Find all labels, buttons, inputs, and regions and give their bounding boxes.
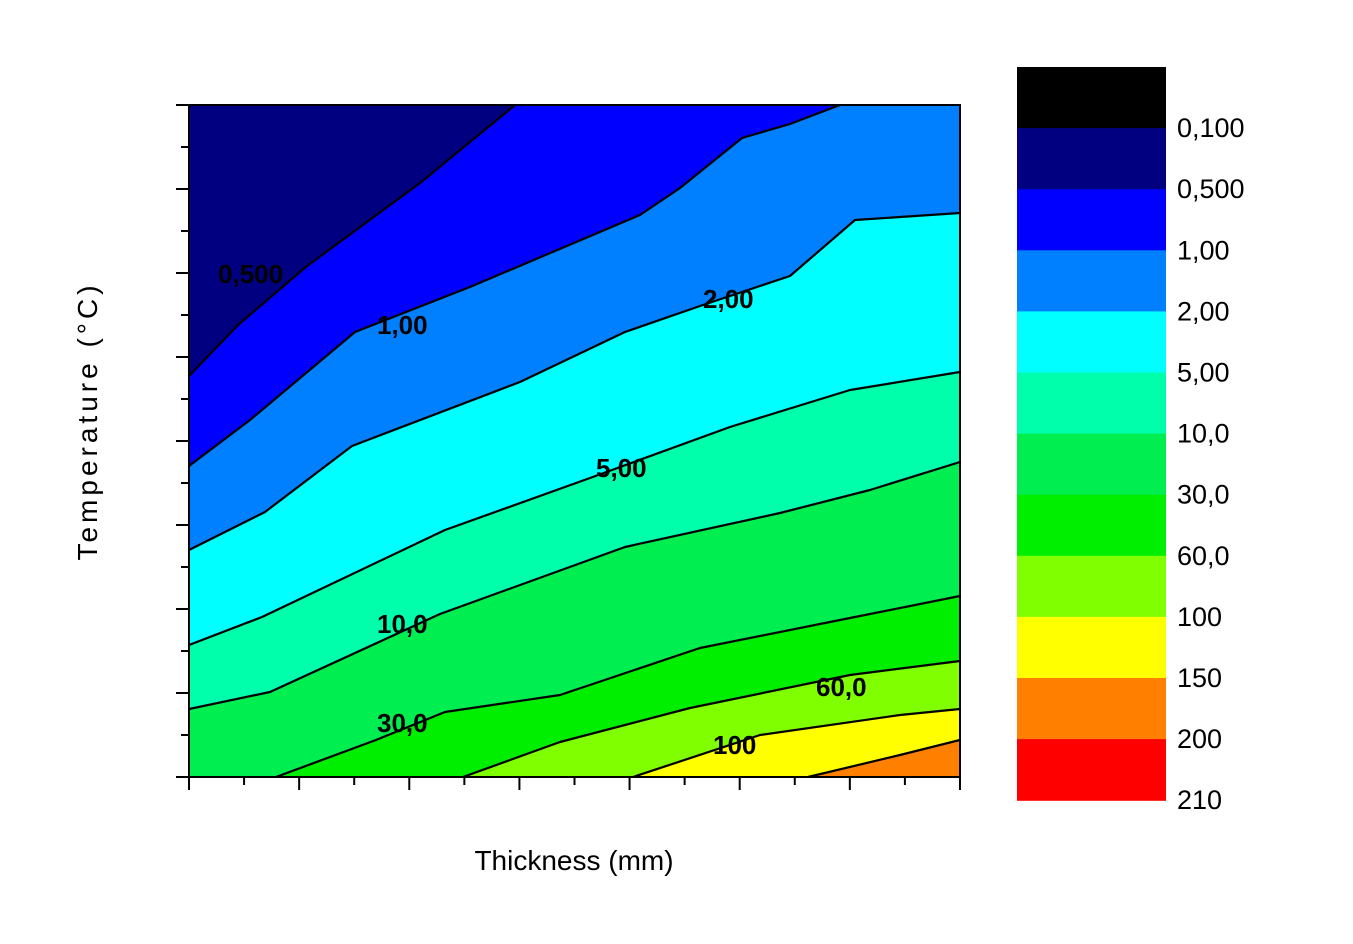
axis-ticks: [176, 104, 961, 790]
isoline-3: [189, 370, 960, 647]
legend-label-10: 200: [1177, 724, 1222, 754]
legend-swatch-11: [1017, 739, 1166, 801]
contour-label-10: 10,0: [377, 609, 428, 639]
isoline-1: [189, 105, 841, 467]
color-legend: 0,100 0,500 1,00 2,00 5,00 10,0 30,0 60,0 100 150…: [1017, 67, 1245, 815]
legend-swatch-0: [1017, 67, 1166, 129]
legend-label-7: 60,0: [1177, 541, 1230, 571]
contour-label-500: 5,00: [596, 453, 647, 483]
contour-labels: 0,500 1,00 2,00 5,00 10,0 30,0 60,0 100: [218, 259, 867, 760]
legend-label-1: 0,500: [1177, 174, 1245, 204]
legend-label-4: 5,00: [1177, 358, 1230, 388]
contour-label-60: 60,0: [816, 672, 867, 702]
legend-label-3: 2,00: [1177, 296, 1230, 326]
isoline-0: [189, 105, 516, 377]
legend-label-6: 30,0: [1177, 480, 1230, 510]
legend-swatch-3: [1017, 250, 1166, 312]
band-9: [808, 740, 960, 777]
legend-label-11: 210: [1177, 785, 1222, 815]
legend-swatch-10: [1017, 678, 1166, 740]
legend-label-2: 1,00: [1177, 235, 1230, 265]
y-axis-title: Temperature (°C): [72, 281, 103, 560]
legend-swatch-1: [1017, 128, 1166, 190]
isoline-2: [189, 211, 960, 551]
contour-label-100: 1,00: [377, 310, 428, 340]
legend-swatch-4: [1017, 311, 1166, 374]
contour-label-100b: 100: [713, 730, 756, 760]
legend-label-8: 100: [1177, 602, 1222, 632]
contour-label-200: 2,00: [703, 284, 754, 314]
contour-label-0500: 0,500: [218, 259, 283, 289]
legend-swatch-9: [1017, 616, 1166, 679]
legend-swatch-7: [1017, 494, 1166, 557]
legend-swatch-2: [1017, 189, 1166, 251]
legend-swatch-5: [1017, 372, 1166, 435]
contour-label-30: 30,0: [377, 708, 428, 738]
legend-label-5: 10,0: [1177, 419, 1230, 449]
isoline-8: [807, 738, 960, 777]
x-axis-title: Thickness (mm): [474, 845, 673, 876]
legend-swatch-8: [1017, 555, 1166, 618]
legend-label-0: 0,100: [1177, 113, 1245, 143]
isoline-6: [462, 659, 960, 777]
contour-lines: [189, 105, 960, 777]
isoline-5: [275, 594, 960, 777]
legend-swatch-6: [1017, 433, 1166, 496]
isoline-4: [189, 460, 960, 711]
isoline-7: [632, 707, 960, 777]
legend-label-9: 150: [1177, 663, 1222, 693]
